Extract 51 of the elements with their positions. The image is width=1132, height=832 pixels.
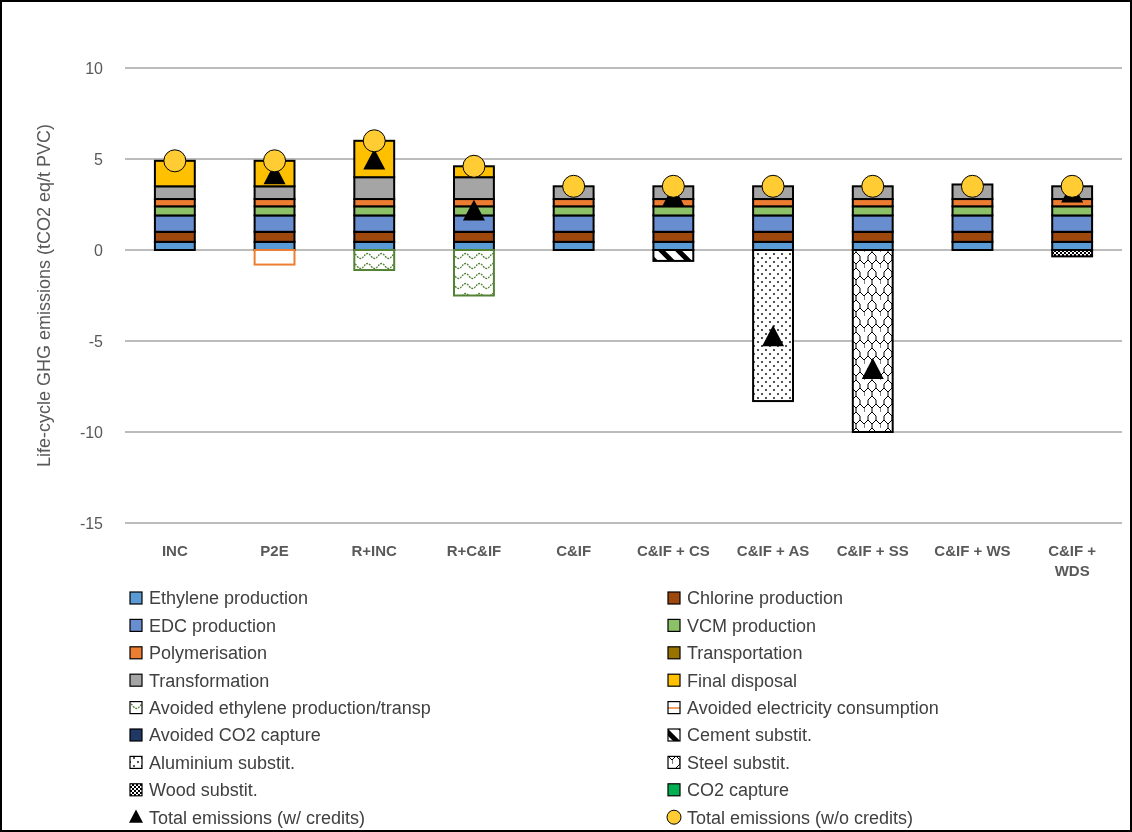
point [163, 149, 187, 173]
y-tick-label: -10 [79, 423, 104, 441]
legend-label: Ethylene production [149, 588, 309, 609]
point [462, 154, 486, 178]
legend-label: Aluminium substit. [149, 752, 296, 773]
bar [353, 249, 396, 272]
legend-label: Final disposal [687, 670, 798, 691]
x-tick-label: C&IF + CS [636, 542, 710, 559]
x-tick-label: R+C&IF [446, 542, 502, 559]
legend-label: Avoided electricity consumption [687, 697, 939, 718]
point [263, 149, 287, 173]
y-tick-label: 0 [94, 241, 104, 259]
point [761, 174, 785, 198]
bar [453, 249, 495, 297]
point [762, 325, 785, 347]
point [861, 358, 884, 379]
bar [253, 249, 296, 266]
legend-label: Steel substit. [687, 752, 791, 773]
point [562, 174, 586, 198]
x-tick-label: C&IF + WDS [1048, 542, 1097, 579]
x-tick-label: INC [161, 542, 188, 559]
point [661, 174, 685, 198]
legend-label: CO2 capture [687, 780, 790, 801]
legend-label: Chlorine production [687, 588, 844, 609]
legend-label: VCM production [687, 615, 817, 636]
x-tick-label: C&IF [556, 542, 592, 559]
y-axis-title: Life-cycle GHG emissions (tCO2 eq/t PVC) [34, 123, 54, 468]
y-tick-label: -5 [88, 332, 104, 350]
point [362, 129, 386, 153]
y-tick-label: -15 [79, 514, 104, 532]
legend-label: Wood substit. [149, 780, 258, 801]
legend-label: Polymerisation [149, 643, 268, 664]
point [462, 199, 485, 221]
legend-label: Transportation [687, 643, 803, 664]
point [1060, 174, 1084, 198]
y-tick-label: 10 [85, 59, 104, 77]
x-tick-label: C&IF + WS [934, 542, 1011, 559]
legend-label: Cement substit. [687, 725, 813, 746]
x-tick-label: R+INC [351, 542, 398, 559]
point [960, 174, 984, 198]
x-tick-label: C&IF + SS [836, 542, 909, 559]
y-tick-label: 5 [94, 150, 104, 168]
legend-label: EDC production [149, 615, 277, 636]
legend-label: Total emissions (w/o credits) [687, 807, 914, 828]
legend-label: Avoided CO2 capture [149, 725, 321, 746]
legend-label: Avoided ethylene production/transp [149, 697, 431, 718]
x-tick-label: P2E [260, 542, 289, 559]
legend-label: Total emissions (w/ credits) [149, 807, 366, 828]
x-tick-label: C&IF + AS [736, 542, 810, 559]
legend-label: Transformation [149, 670, 270, 691]
point [861, 174, 885, 198]
